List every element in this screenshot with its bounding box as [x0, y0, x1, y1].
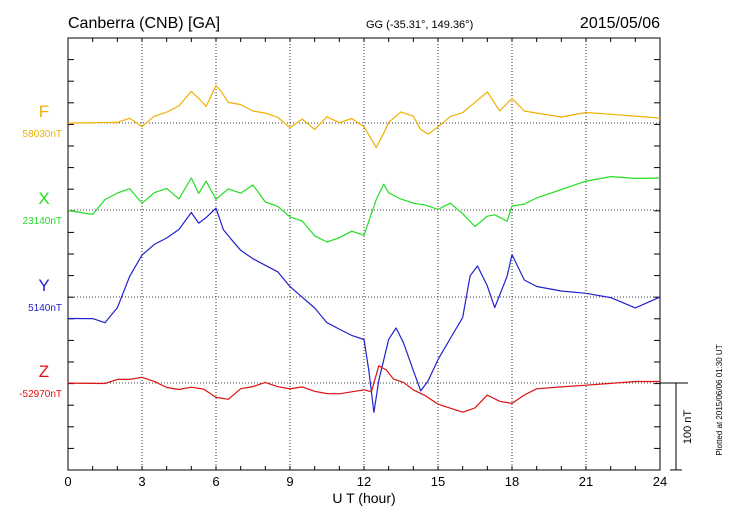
series-group [67, 84, 661, 413]
x-axis-label: U T (hour) [332, 490, 395, 506]
chart-date: 2015/05/06 [580, 15, 660, 32]
scale-bar: 100 nT [660, 382, 694, 471]
x-tick-labels: 0 3 6 9 12 15 18 21 24 [64, 474, 667, 489]
series-baseline-z: -52970nT [19, 389, 62, 400]
x-tick-label: 24 [653, 474, 667, 489]
series-line-x [67, 176, 661, 243]
x-tick-label: 15 [431, 474, 445, 489]
station-coordinates: GG (-35.31°, 149.36°) [366, 19, 473, 31]
series-baseline-x: 23140nT [23, 216, 62, 227]
scale-bar-label: 100 nT [682, 410, 694, 445]
x-tick-label: 12 [357, 474, 371, 489]
series-name-x: X [38, 189, 49, 208]
grid-lines [68, 38, 660, 470]
x-tick-label: 21 [579, 474, 593, 489]
series-baseline-y: 5140nT [28, 303, 62, 314]
series-labels: F 58030nT X 23140nT Y 5140nT Z -52970nT [19, 102, 62, 400]
series-baseline-f: 58030nT [23, 129, 62, 140]
station-title: Canberra (CNB) [GA] [68, 15, 220, 32]
series-line-y [67, 207, 661, 413]
series-name-f: F [39, 102, 49, 121]
plotted-timestamp: Plotted at 2015/06/06 01:30 UT [715, 344, 724, 455]
series-line-f [67, 84, 661, 149]
x-tick-label: 0 [64, 474, 71, 489]
x-tick-label: 3 [138, 474, 145, 489]
series-name-y: Y [38, 276, 49, 295]
x-tick-label: 18 [505, 474, 519, 489]
series-name-z: Z [39, 362, 49, 381]
series-line-z [67, 365, 660, 413]
x-tick-label: 6 [212, 474, 219, 489]
x-tick-label: 9 [286, 474, 293, 489]
